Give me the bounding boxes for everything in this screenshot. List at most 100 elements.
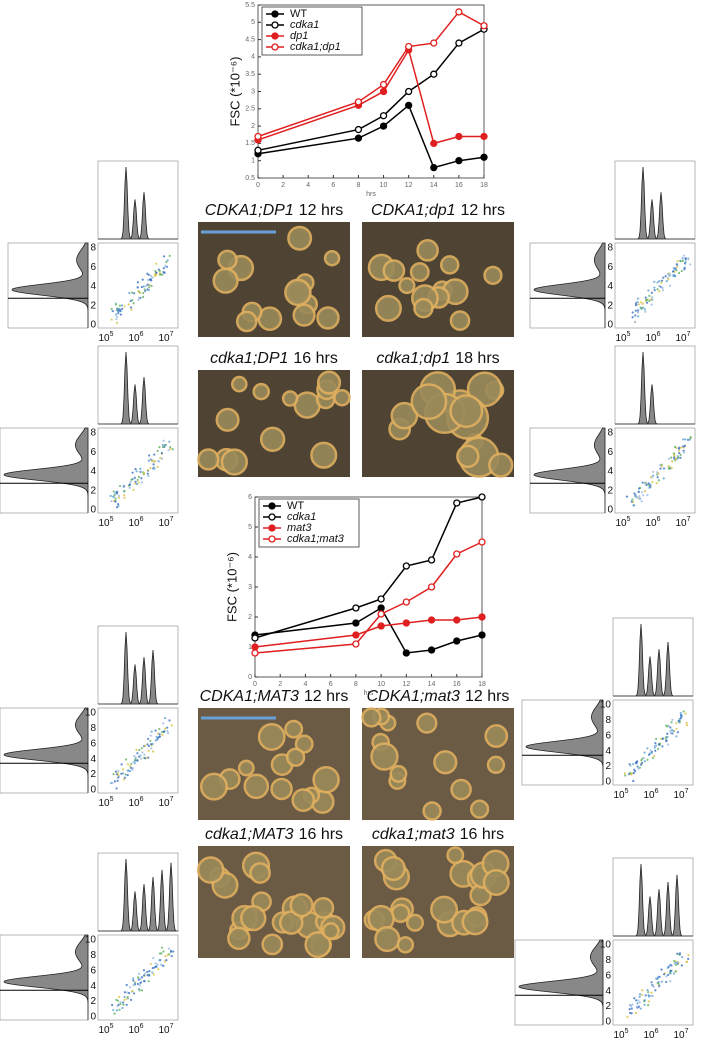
- exponent: 6: [140, 331, 144, 338]
- scatter-dot: [146, 272, 149, 275]
- x-tick-label: 8: [356, 182, 360, 189]
- scatter-dot: [149, 739, 152, 743]
- x-tick-label: 16: [453, 681, 461, 688]
- histogram: [98, 351, 178, 425]
- data-point: [430, 163, 438, 172]
- scatter-dot: [640, 491, 644, 494]
- scatter-dot: [660, 279, 664, 282]
- scatter-dot: [640, 993, 644, 997]
- scatter-dot: [671, 732, 674, 735]
- scatter-dot: [126, 991, 129, 994]
- scatter-dot: [643, 308, 646, 311]
- scatter-dot: [648, 299, 651, 302]
- scatter-dot: [651, 756, 655, 760]
- scatter-dot: [118, 484, 122, 488]
- scatter-dot: [686, 438, 690, 441]
- scatter-dot: [156, 449, 159, 452]
- side-histogram: [533, 427, 606, 513]
- data-point: [430, 139, 438, 148]
- scatter-dot: [675, 263, 678, 266]
- scatter-dot: [680, 269, 683, 273]
- cell: [449, 310, 471, 331]
- scatter-dot: [635, 999, 638, 1002]
- cell: [405, 913, 424, 932]
- y-tick-label: 5.5: [245, 2, 255, 9]
- scatter-dot: [117, 504, 120, 508]
- scatter-dot: [162, 964, 165, 968]
- data-point: [427, 616, 436, 624]
- scatter-dot: [630, 1007, 633, 1010]
- scatter-dot: [132, 760, 135, 764]
- scatter-dot: [642, 494, 645, 497]
- cell: [196, 856, 225, 884]
- scatter-dot: [138, 755, 141, 758]
- base: 10: [128, 333, 140, 344]
- scatter-dot: [146, 278, 150, 282]
- genotype: cdka1;dp1: [376, 350, 450, 367]
- scatter-dot: [643, 760, 646, 763]
- scatter-dot: [646, 758, 649, 761]
- scatter-dot: [115, 321, 119, 324]
- scatter-dot: [123, 305, 126, 308]
- scatter-dot: [125, 1003, 128, 1006]
- legend-marker: [271, 21, 279, 29]
- legend-label: WT: [287, 500, 304, 512]
- scatter-dot: [160, 452, 164, 455]
- legend-marker: [268, 502, 276, 510]
- micrograph-caption: cdka1;dp1 18 hrs: [376, 350, 499, 367]
- scatter-dot: [116, 771, 119, 774]
- scatter-dot: [634, 314, 637, 317]
- scatter-dot: [679, 446, 682, 449]
- scatter-dot: [144, 744, 147, 747]
- data-point: [405, 101, 413, 109]
- x-tick-label: 4: [303, 681, 307, 688]
- y-tick-label: 5: [251, 19, 255, 26]
- scatter-dot: [141, 751, 144, 754]
- scatter-dot: [645, 301, 649, 304]
- scatter-dot: [638, 495, 641, 498]
- exponent: 6: [655, 1028, 659, 1035]
- scatter-dot: [137, 978, 140, 981]
- scatter-dot: [675, 721, 678, 725]
- base: 10: [158, 518, 170, 529]
- scatter-dot: [132, 302, 135, 305]
- scatter-dot: [162, 950, 165, 953]
- time-point: 12 hrs: [461, 202, 505, 219]
- scatter-dot: [636, 297, 640, 300]
- cell: [294, 734, 314, 754]
- cell: [416, 239, 439, 262]
- scatter-dot: [128, 991, 131, 995]
- histogram: [98, 631, 178, 705]
- flow-x-tick-label: 105: [98, 516, 113, 529]
- scatter-dot: [633, 492, 636, 495]
- scatter-dot: [115, 315, 119, 318]
- cell: [389, 764, 408, 783]
- scatter-dot: [142, 285, 145, 288]
- scatter-dot: [118, 304, 121, 307]
- cell: [284, 278, 312, 307]
- scatter-dot: [139, 291, 142, 295]
- data-point: [377, 604, 385, 612]
- scatter-dot: [135, 482, 139, 486]
- scatter-dot: [670, 460, 674, 463]
- scatter-dot: [153, 453, 156, 456]
- scatter-dot: [685, 960, 688, 963]
- cell: [261, 933, 284, 956]
- scatter-dot: [651, 994, 654, 998]
- scatter-dot: [643, 490, 647, 493]
- scatter-dot: [117, 1003, 120, 1006]
- exponent: 5: [625, 1028, 629, 1035]
- histogram: [98, 858, 179, 932]
- scatter-dot: [643, 999, 647, 1002]
- scatter-dot: [637, 309, 640, 312]
- scatter-dot: [649, 749, 652, 752]
- scatter-dot: [162, 439, 165, 442]
- scatter-dot: [146, 743, 149, 746]
- genotype: cdka1;mat3: [372, 826, 455, 843]
- flow-x-tick-label: 107: [158, 331, 173, 344]
- scatter-dot: [687, 957, 690, 960]
- scatter-dot: [140, 285, 143, 289]
- data-point: [352, 604, 360, 612]
- histogram: [613, 623, 693, 697]
- scatter-dot: [156, 465, 159, 469]
